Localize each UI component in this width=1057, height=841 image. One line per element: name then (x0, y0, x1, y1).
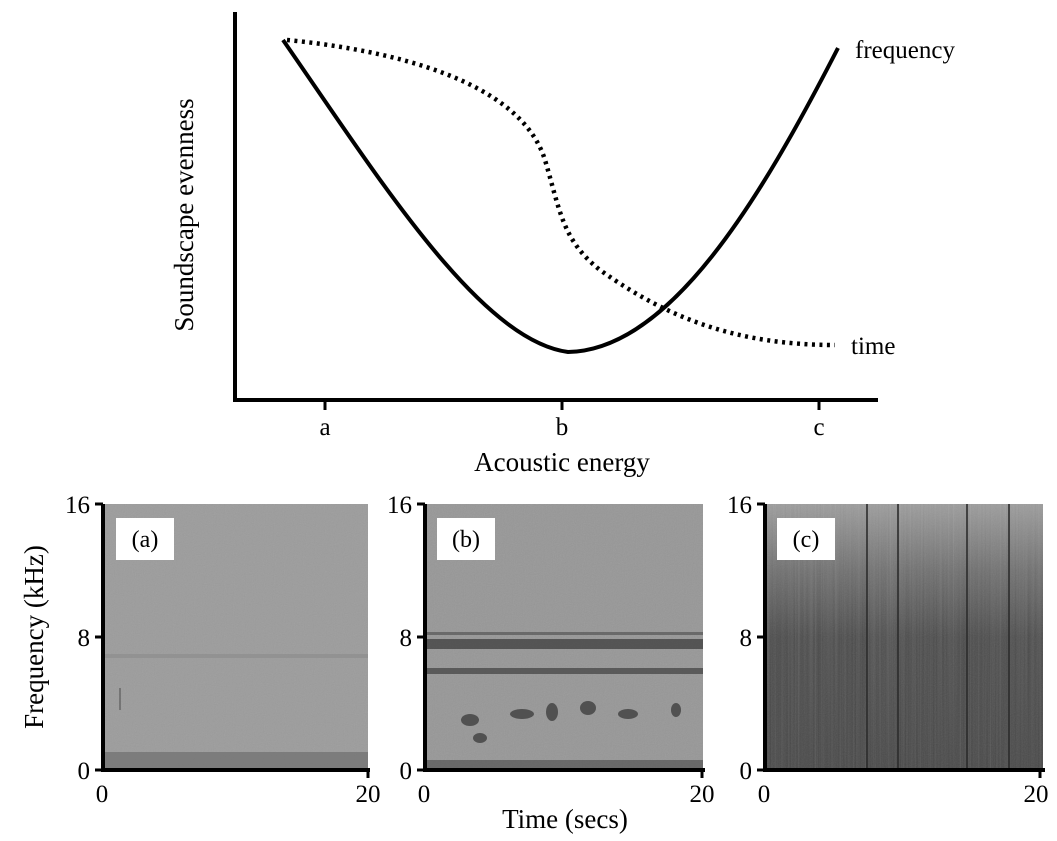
spectrogram-b-calls (461, 701, 681, 743)
spectrogram-panel-b: (b) 16 8 0 0 20 (387, 492, 715, 808)
x-tick-c: c (813, 414, 824, 441)
spectrogram-c-xtick-0: 0 (758, 781, 771, 808)
panel-a-label-box (116, 518, 174, 560)
evenness-diagram: a b c Acoustic energy Soundscape evennes… (169, 12, 955, 477)
x-tick-b: b (556, 414, 569, 441)
time-curve (286, 37, 836, 348)
spectrogram-panel-c: (c) 16 8 0 0 20 (727, 492, 1049, 808)
spectrogram-c-ytick-0: 0 (740, 758, 753, 785)
panel-b-label: (b) (452, 527, 480, 553)
x-axis-title: Acoustic energy (474, 447, 650, 477)
spectrogram-c-streak (897, 504, 899, 770)
spectrogram-a-low-band (103, 752, 368, 770)
spectrogram-a-ytick-0: 0 (78, 758, 91, 785)
spectrogram-b-xtick-20-label: 20 (690, 781, 715, 808)
frequency-curve (281, 38, 840, 355)
spectrogram-a-ytick-8: 8 (78, 625, 91, 652)
spectrogram-b-band-lower (425, 668, 703, 674)
spectrogram-b-call (546, 703, 558, 721)
spectrogram-a-faint-band (103, 654, 368, 658)
spectrogram-a-call-mark (119, 688, 121, 710)
spectrogram-c-streak (866, 504, 868, 770)
spectrogram-b-call (461, 714, 479, 726)
panel-b-label-box (437, 518, 495, 560)
spectrogram-c-ytick-8: 8 (740, 625, 753, 652)
spectrogram-b-call (671, 703, 681, 717)
spectrogram-b-low-band (425, 760, 703, 770)
spectrogram-b-call (473, 733, 487, 743)
spectrogram-panel-a: (a) 16 8 0 0 20 (65, 492, 381, 808)
spectrogram-b-xtick-0: 0 (418, 781, 431, 808)
spectrogram-a-xtick-20-label: 20 (356, 781, 381, 808)
spectrogram-c-xtick-20-label: 20 (1024, 781, 1049, 808)
spectrogram-b-ytick-8: 8 (400, 625, 413, 652)
spectrogram-x-axis-title: Time (secs) (502, 804, 628, 834)
spectrogram-b-ytick-0: 0 (400, 758, 413, 785)
time-curve-label: time (851, 333, 895, 360)
spectrogram-b-band-upper (425, 632, 703, 635)
spectrogram-b-ytick-16: 16 (387, 492, 412, 519)
spectrogram-c-streak (966, 504, 968, 770)
spectrogram-y-axis-title: Frequency (kHz) (19, 545, 49, 729)
spectrogram-c-ytick-16: 16 (727, 492, 752, 519)
spectrogram-b-call (618, 709, 638, 719)
spectrogram-c-streak (1008, 504, 1010, 770)
panel-a-label: (a) (132, 527, 159, 553)
frequency-curve-label: frequency (855, 37, 955, 64)
spectrogram-b-band-chorus (425, 639, 703, 649)
spectrogram-b-call (510, 709, 534, 719)
spectrogram-row: Frequency (kHz) Time (secs) (a) 16 8 0 0… (19, 492, 1049, 834)
y-axis-title: Soundscape evenness (169, 98, 199, 331)
panel-c-label-box (777, 518, 835, 560)
panel-c-label: (c) (793, 527, 820, 553)
spectrogram-a-xtick-0: 0 (96, 781, 109, 808)
x-tick-a: a (319, 414, 330, 441)
spectrogram-b-call (580, 701, 596, 715)
spectrogram-a-ytick-16: 16 (65, 492, 90, 519)
